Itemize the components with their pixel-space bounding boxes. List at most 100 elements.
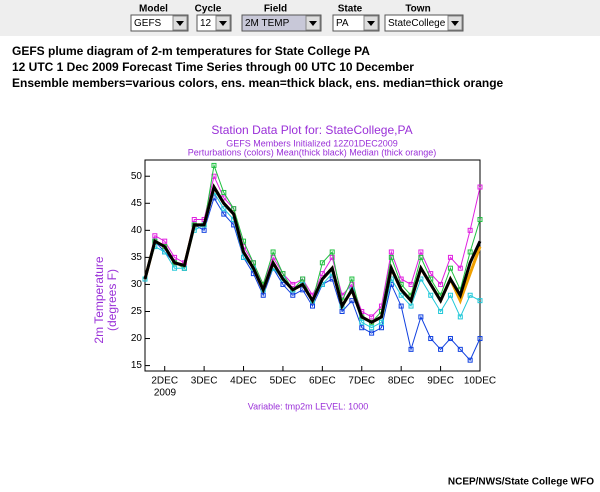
point-marker: [438, 281, 444, 287]
point-marker: [378, 319, 384, 325]
control-label: Town: [405, 4, 430, 15]
point-marker: [290, 281, 296, 287]
dropdown[interactable]: 2M TEMP: [241, 14, 322, 32]
point-marker: [221, 189, 227, 195]
dropdown[interactable]: PA: [332, 14, 380, 32]
point-marker: [408, 281, 414, 287]
point-marker: [221, 211, 227, 217]
point-marker: [231, 206, 237, 212]
point-marker: [339, 308, 345, 314]
dropdown-arrow[interactable]: [309, 21, 317, 26]
point-marker: [467, 292, 473, 298]
dropdown[interactable]: 12: [196, 14, 232, 32]
point-marker: [211, 162, 217, 168]
point-marker: [467, 227, 473, 233]
point-marker: [428, 292, 434, 298]
point-marker: [152, 233, 158, 239]
point-marker: [369, 325, 375, 331]
point-marker: [457, 314, 463, 320]
point-marker: [408, 346, 414, 352]
chart-title: Station Data Plot for: StateCollege,PA: [211, 123, 412, 137]
dropdown[interactable]: StateCollege: [384, 14, 464, 32]
point-marker: [369, 330, 375, 336]
x-tick-label: 8DEC: [388, 376, 415, 387]
dropdown-arrow[interactable]: [219, 21, 227, 26]
y-tick-label: 45: [131, 198, 143, 209]
footer: NCEP/NWS/State College WFO: [448, 477, 594, 488]
y-tick-label: 30: [131, 279, 143, 290]
point-marker: [388, 254, 394, 260]
control-label: State: [338, 4, 363, 15]
point-marker: [457, 265, 463, 271]
point-marker: [191, 217, 197, 223]
dropdown-box[interactable]: [241, 14, 322, 32]
point-marker: [349, 276, 355, 282]
x-year-label: 2009: [154, 388, 177, 399]
point-marker: [398, 303, 404, 309]
chart-subtitle: Perturbations (colors) Mean(thick black)…: [188, 147, 437, 157]
point-marker: [408, 303, 414, 309]
x-tick-label: 10DEC: [464, 376, 496, 387]
point-marker: [467, 249, 473, 255]
dropdown-box[interactable]: [384, 14, 464, 32]
x-tick-label: 7DEC: [348, 376, 375, 387]
point-marker: [221, 206, 227, 212]
point-marker: [270, 249, 276, 255]
point-marker: [388, 249, 394, 255]
y-tick-label: 20: [131, 333, 143, 344]
point-marker: [359, 325, 365, 331]
heading-line: Ensemble members=various colors, ens. me…: [12, 76, 504, 90]
point-marker: [280, 281, 286, 287]
point-marker: [369, 314, 375, 320]
dropdown-arrow[interactable]: [367, 21, 375, 26]
y-axis-label: (degrees F): [105, 269, 119, 331]
heading-line: 12 UTC 1 Dec 2009 Forecast Time Series t…: [12, 60, 414, 74]
point-marker: [477, 217, 483, 223]
control-label: Field: [264, 4, 287, 15]
dropdown-value[interactable]: 2M TEMP: [245, 18, 290, 29]
point-marker: [310, 303, 315, 309]
point-marker: [172, 265, 178, 271]
plot-frame: [144, 159, 481, 372]
control-label: Model: [139, 4, 168, 15]
point-marker: [477, 184, 483, 190]
control-label: Cycle: [195, 4, 222, 15]
point-marker: [201, 227, 207, 233]
point-marker: [447, 265, 453, 271]
series-line: [144, 196, 481, 362]
series-line: [144, 174, 481, 318]
series-line: [143, 183, 482, 325]
point-marker: [477, 336, 483, 342]
chart-subtitle: GEFS Members Initialized 12Z01DEC2009: [226, 138, 398, 148]
point-marker: [319, 260, 325, 266]
point-marker: [447, 336, 453, 342]
point-marker: [418, 254, 424, 260]
dropdown-value[interactable]: StateCollege: [388, 18, 446, 29]
point-marker: [398, 292, 404, 298]
chart-note: Variable: tmp2m LEVEL: 1000: [248, 401, 368, 411]
point-marker: [438, 346, 444, 352]
y-tick-label: 15: [131, 360, 143, 371]
y-axis-label: 2m Temperature: [92, 256, 106, 343]
dropdown-value[interactable]: GEFS: [134, 18, 162, 29]
dropdown-value[interactable]: PA: [336, 18, 349, 29]
y-tick-label: 50: [131, 171, 143, 182]
dropdown-value[interactable]: 12: [200, 18, 212, 29]
heading-line: GEFS plume diagram of 2-m temperatures f…: [12, 44, 370, 58]
x-tick-label: 6DEC: [309, 376, 336, 387]
point-marker: [477, 298, 483, 304]
point-marker: [467, 357, 473, 363]
point-marker: [300, 276, 306, 282]
y-tick-label: 35: [131, 252, 143, 263]
x-tick-label: 3DEC: [191, 376, 218, 387]
y-tick-label: 25: [131, 306, 143, 317]
dropdown-arrow[interactable]: [451, 21, 459, 26]
point-marker: [418, 249, 424, 255]
dropdown[interactable]: GEFS: [130, 14, 189, 32]
point-marker: [438, 308, 444, 314]
dropdown-arrow[interactable]: [176, 21, 184, 26]
point-marker: [447, 254, 453, 260]
point-marker: [329, 254, 335, 260]
point-marker: [418, 314, 424, 320]
